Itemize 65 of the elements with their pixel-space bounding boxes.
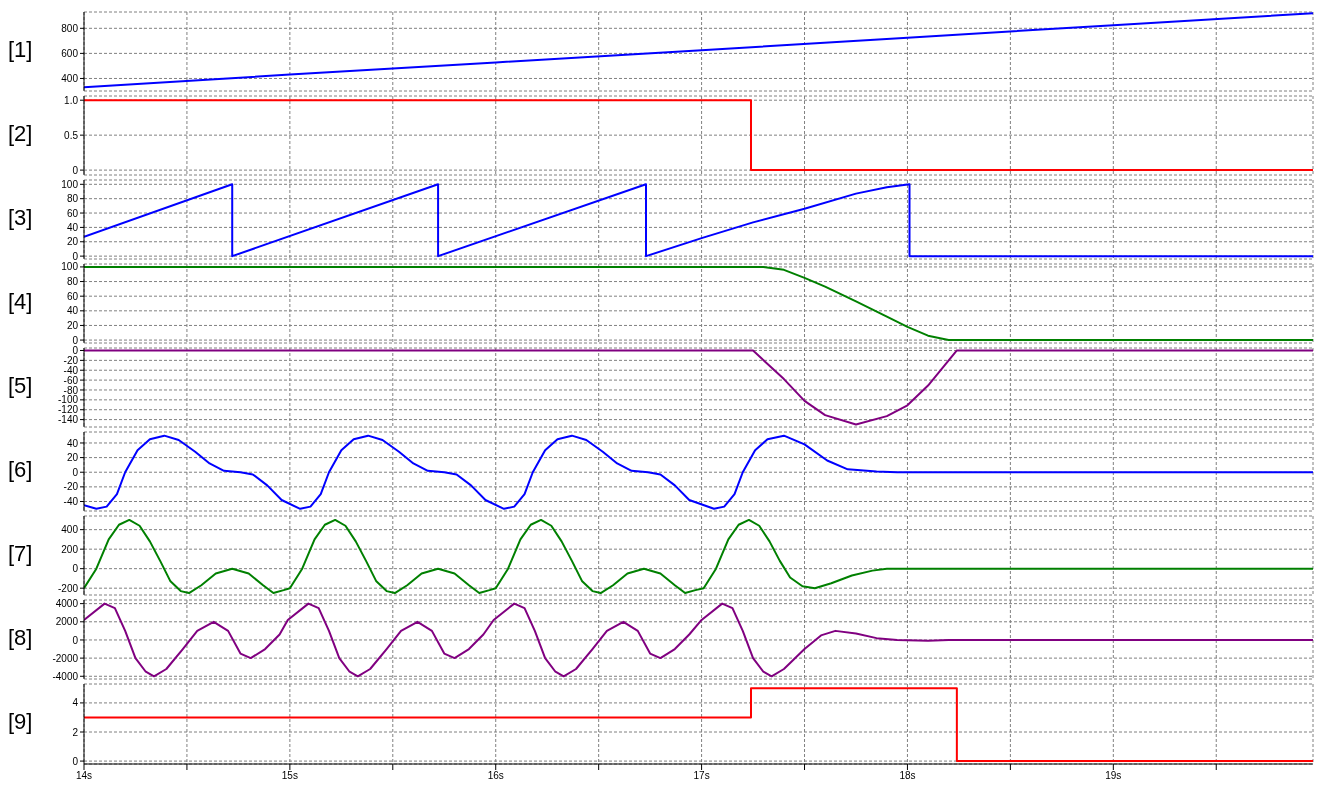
y-tick-label: 200 [61, 543, 79, 555]
y-tick-label: 20 [66, 319, 79, 331]
y-tick-label: 40 [66, 305, 79, 317]
y-tick-label: -60 [63, 374, 79, 386]
y-tick-label: -4000 [52, 670, 79, 682]
y-tick-label: 100 [61, 178, 79, 190]
y-axis-title: [9] [8, 708, 34, 736]
y-tick-label: 0 [72, 466, 79, 478]
y-tick-label: 100 [61, 261, 79, 273]
y-tick-label: 20 [66, 452, 79, 464]
y-tick-label: 60 [66, 290, 79, 302]
y-tick-label: -20 [63, 481, 79, 493]
y-axis-title: [4] [8, 288, 34, 316]
y-tick-label: 400 [61, 73, 79, 85]
y-axis-title: [1] [8, 36, 34, 64]
y-tick-label: 0 [72, 345, 79, 357]
x-tick-label: 15s [281, 770, 298, 782]
y-tick-label: 0 [72, 250, 79, 262]
line-series [84, 434, 1313, 510]
y-tick-label: -200 [57, 582, 79, 594]
x-tick-label: 16s [487, 770, 504, 782]
y-tick-label: 60 [66, 207, 79, 219]
y-axis-title: [6] [8, 456, 34, 484]
y-axis-title: [3] [8, 204, 34, 232]
line-series [84, 12, 1313, 89]
y-tick-label: 4000 [55, 598, 79, 610]
line-series [84, 183, 1313, 258]
y-tick-label: 0 [72, 634, 79, 646]
y-tick-label: 1.0 [64, 94, 79, 106]
y-tick-label: 80 [66, 193, 79, 205]
line-series [84, 518, 1313, 595]
y-tick-label: 80 [66, 276, 79, 288]
y-tick-label: -20 [63, 354, 79, 366]
x-tick-label: 14s [75, 770, 93, 782]
y-tick-label: 20 [66, 236, 79, 248]
y-axis-title: [7] [8, 540, 34, 568]
x-tick-label: 19s [1105, 770, 1122, 782]
y-tick-label: 0 [72, 563, 79, 575]
y-tick-label: 40 [66, 221, 79, 233]
y-tick-label: -40 [63, 496, 79, 508]
y-tick-label: 0 [72, 164, 79, 176]
line-series [84, 602, 1313, 678]
y-tick-label: 0 [72, 755, 79, 767]
y-tick-label: -40 [63, 364, 79, 376]
y-tick-label: -140 [57, 414, 79, 426]
y-axis-title: [8] [8, 624, 34, 652]
line-series [84, 349, 1313, 426]
y-tick-label: 0 [72, 334, 79, 346]
y-tick-label: -120 [57, 404, 79, 416]
y-tick-label: -100 [57, 394, 79, 406]
y-tick-label: 400 [61, 524, 79, 536]
x-tick-label: 17s [693, 770, 710, 782]
y-tick-label: 40 [66, 437, 79, 449]
y-tick-label: 800 [61, 22, 79, 34]
y-tick-label: 0.5 [64, 129, 79, 141]
line-series [84, 265, 1313, 342]
x-tick-label: 18s [899, 770, 916, 782]
y-tick-label: 2 [72, 726, 79, 738]
y-tick-label: -80 [63, 384, 79, 396]
y-axis-title: [5] [8, 372, 34, 400]
y-tick-label: 600 [61, 47, 79, 59]
y-tick-label: 4 [72, 697, 79, 709]
y-tick-label: -2000 [52, 652, 79, 664]
y-tick-label: 2000 [55, 616, 79, 628]
y-axis-title: [2] [8, 120, 34, 148]
